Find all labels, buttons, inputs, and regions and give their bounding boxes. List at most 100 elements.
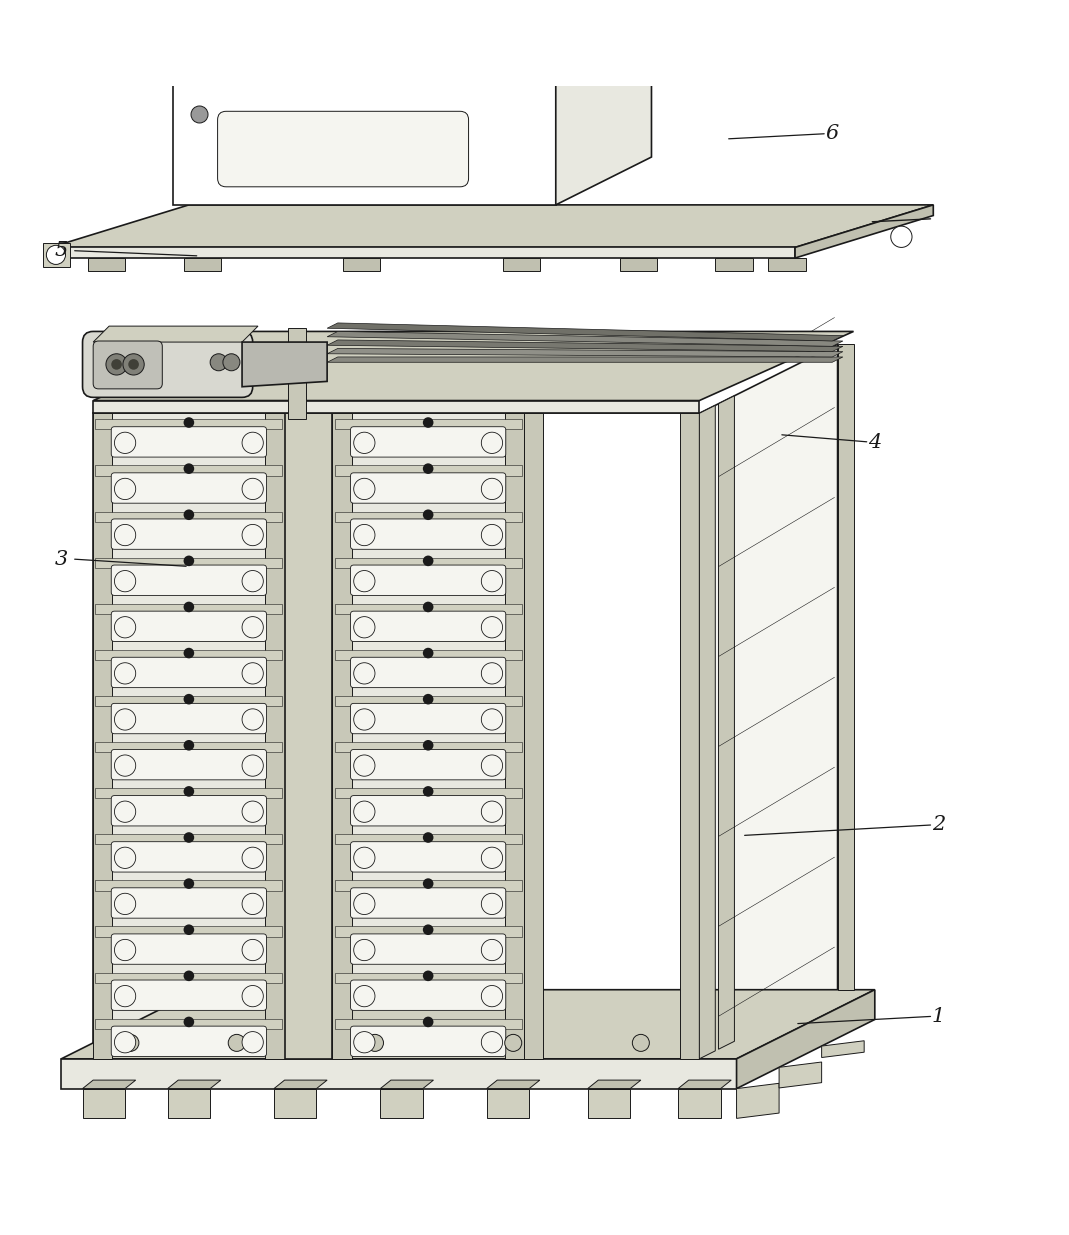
FancyBboxPatch shape [351, 473, 506, 503]
Polygon shape [327, 348, 842, 357]
Circle shape [423, 832, 433, 842]
Circle shape [242, 755, 263, 777]
Circle shape [423, 1016, 433, 1028]
Polygon shape [699, 405, 715, 1058]
Bar [335, 835, 522, 845]
Circle shape [354, 1031, 375, 1053]
Bar [95, 697, 282, 706]
Circle shape [242, 940, 263, 961]
Circle shape [184, 510, 195, 520]
Circle shape [46, 246, 65, 264]
FancyBboxPatch shape [111, 795, 266, 826]
Circle shape [354, 847, 375, 868]
Circle shape [114, 893, 136, 915]
Circle shape [481, 893, 502, 915]
FancyBboxPatch shape [111, 750, 266, 779]
Polygon shape [168, 1088, 211, 1119]
Circle shape [423, 971, 433, 981]
Circle shape [481, 847, 502, 868]
Polygon shape [82, 1088, 125, 1119]
Bar [335, 697, 522, 706]
Bar [335, 558, 522, 568]
Bar [95, 926, 282, 936]
FancyBboxPatch shape [351, 981, 506, 1010]
Bar [335, 973, 522, 983]
Circle shape [114, 616, 136, 638]
FancyBboxPatch shape [351, 795, 506, 826]
Circle shape [242, 893, 263, 915]
Circle shape [354, 940, 375, 961]
Bar [95, 1019, 282, 1029]
Circle shape [423, 417, 433, 427]
Circle shape [242, 478, 263, 500]
Bar [335, 650, 522, 659]
FancyBboxPatch shape [111, 934, 266, 965]
Polygon shape [699, 345, 838, 1058]
Bar [265, 414, 284, 1058]
Circle shape [354, 525, 375, 546]
Polygon shape [61, 989, 874, 1058]
Bar [524, 414, 543, 1058]
Circle shape [423, 556, 433, 566]
Circle shape [228, 1035, 245, 1051]
Bar [335, 511, 522, 521]
Circle shape [184, 417, 195, 427]
Circle shape [423, 925, 433, 935]
Circle shape [505, 1035, 522, 1051]
Bar [95, 466, 282, 475]
Polygon shape [274, 1088, 316, 1119]
Circle shape [423, 510, 433, 520]
Circle shape [184, 878, 195, 889]
FancyBboxPatch shape [351, 704, 506, 734]
FancyBboxPatch shape [351, 611, 506, 641]
Polygon shape [50, 205, 933, 247]
Circle shape [354, 802, 375, 823]
FancyBboxPatch shape [111, 519, 266, 550]
Circle shape [423, 648, 433, 658]
Circle shape [481, 478, 502, 500]
Polygon shape [284, 382, 373, 414]
Circle shape [106, 353, 127, 375]
Circle shape [242, 986, 263, 1007]
FancyBboxPatch shape [351, 888, 506, 918]
Polygon shape [588, 1088, 631, 1119]
Circle shape [184, 740, 195, 751]
Bar [95, 881, 282, 890]
FancyBboxPatch shape [111, 842, 266, 872]
Bar [335, 788, 522, 798]
Circle shape [481, 940, 502, 961]
Polygon shape [82, 1081, 136, 1088]
Polygon shape [524, 414, 699, 1058]
Polygon shape [168, 1081, 221, 1088]
Circle shape [184, 463, 195, 474]
Polygon shape [93, 400, 699, 414]
Bar [335, 466, 522, 475]
Polygon shape [486, 1088, 529, 1119]
Polygon shape [737, 1083, 779, 1119]
FancyBboxPatch shape [111, 611, 266, 641]
Bar [335, 742, 522, 752]
FancyBboxPatch shape [351, 842, 506, 872]
Polygon shape [678, 1081, 731, 1088]
Polygon shape [795, 205, 933, 258]
FancyBboxPatch shape [351, 657, 506, 688]
FancyBboxPatch shape [82, 331, 252, 398]
Circle shape [423, 601, 433, 613]
Polygon shape [173, 83, 556, 205]
Polygon shape [486, 1081, 540, 1088]
Circle shape [114, 986, 136, 1007]
Circle shape [423, 463, 433, 474]
Bar [95, 604, 282, 614]
Circle shape [481, 663, 502, 684]
Circle shape [354, 986, 375, 1007]
FancyBboxPatch shape [111, 1026, 266, 1056]
Circle shape [242, 525, 263, 546]
FancyBboxPatch shape [93, 341, 162, 389]
Circle shape [354, 432, 375, 453]
FancyBboxPatch shape [351, 750, 506, 779]
Circle shape [890, 226, 912, 247]
Polygon shape [381, 1088, 423, 1119]
Circle shape [114, 432, 136, 453]
FancyBboxPatch shape [111, 566, 266, 595]
Bar [95, 558, 282, 568]
